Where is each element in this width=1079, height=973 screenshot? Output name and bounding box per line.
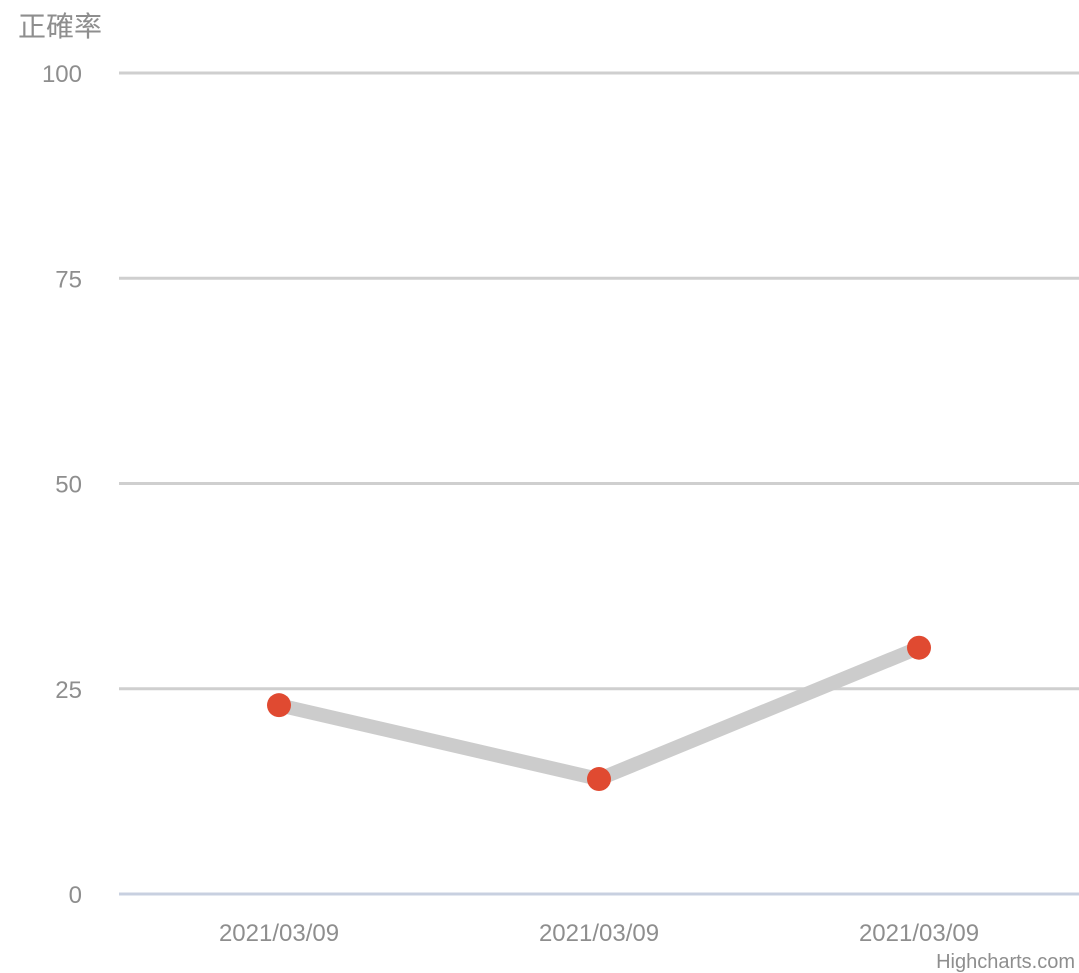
x-tick-label: 2021/03/09 bbox=[859, 920, 979, 947]
gridlines bbox=[119, 71, 1079, 691]
x-tick-label: 2021/03/09 bbox=[539, 920, 659, 947]
series-group[interactable] bbox=[267, 635, 931, 792]
y-tick-label: 100 bbox=[42, 61, 82, 88]
y-tick-label: 0 bbox=[69, 882, 82, 909]
y-tick-label: 25 bbox=[55, 677, 82, 704]
data-point[interactable] bbox=[907, 635, 931, 660]
data-point[interactable] bbox=[267, 693, 291, 718]
y-axis-title: 正確率 bbox=[18, 10, 102, 43]
x-axis-ticks: 2021/03/09 2021/03/09 2021/03/09 bbox=[219, 920, 979, 947]
y-tick-label: 50 bbox=[55, 472, 82, 499]
series-line[interactable] bbox=[272, 640, 926, 787]
credits-link[interactable]: Highcharts.com bbox=[936, 951, 1075, 973]
y-axis-ticks: 0 25 50 75 100 bbox=[42, 61, 82, 909]
x-tick-label: 2021/03/09 bbox=[219, 920, 339, 947]
data-point[interactable] bbox=[587, 767, 611, 792]
y-tick-label: 75 bbox=[55, 266, 82, 293]
